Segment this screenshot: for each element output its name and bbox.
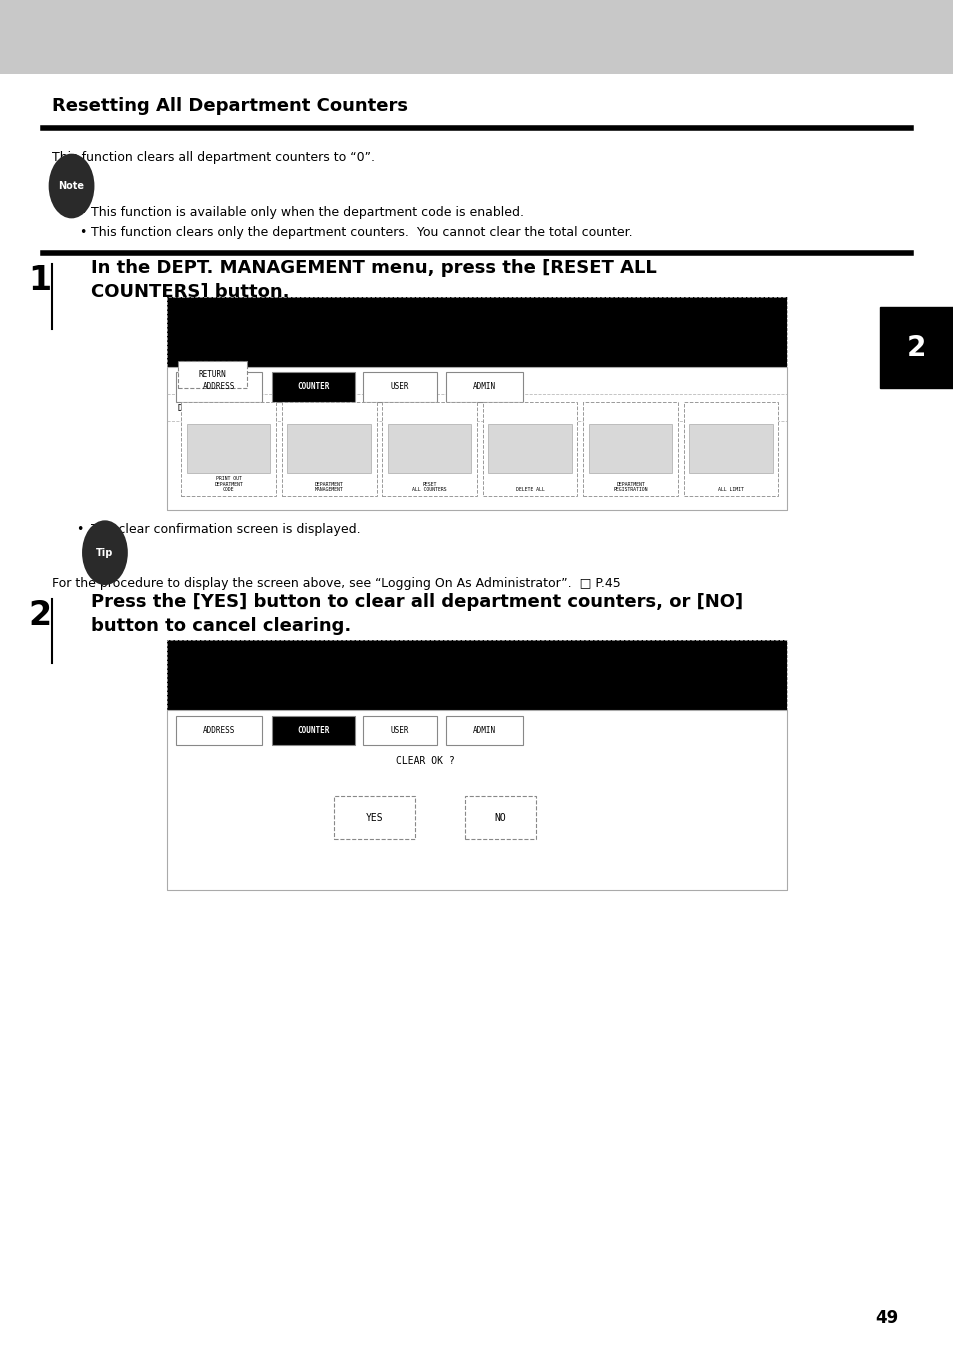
Bar [879, 307, 953, 388]
Text: USER: USER [390, 383, 409, 391]
Bar [362, 372, 436, 402]
Text: •: • [76, 523, 84, 537]
Text: The clear confirmation screen is displayed.: The clear confirmation screen is display… [91, 523, 360, 537]
Bar [464, 797, 536, 840]
Circle shape [82, 520, 128, 585]
Bar [446, 716, 522, 745]
Text: DELETE ALL: DELETE ALL [516, 487, 544, 492]
Text: YES: YES [366, 813, 383, 822]
Bar [488, 425, 571, 473]
Text: For the procedure to display the screen above, see “Logging On As Administrator”: For the procedure to display the screen … [52, 577, 620, 590]
Bar [382, 402, 476, 496]
Text: COUNTER: COUNTER [297, 727, 329, 735]
Bar [187, 425, 270, 473]
Text: RETURN: RETURN [198, 371, 227, 379]
Text: ADMIN: ADMIN [473, 383, 496, 391]
Text: 2: 2 [29, 599, 51, 631]
Text: USER: USER [390, 727, 409, 735]
Bar [582, 402, 678, 496]
Text: PRINT OUT
DEPARTMENT
CODE: PRINT OUT DEPARTMENT CODE [214, 476, 243, 492]
Text: This function is available only when the department code is enabled.: This function is available only when the… [91, 206, 523, 220]
Text: This function clears only the department counters.  You cannot clear the total c: This function clears only the department… [91, 226, 632, 240]
Text: NO: NO [494, 813, 506, 822]
Text: This function clears all department counters to “0”.: This function clears all department coun… [52, 151, 375, 164]
Bar [281, 402, 376, 496]
Bar [482, 402, 577, 496]
Text: DEPARTMENT
MANAGEMENT: DEPARTMENT MANAGEMENT [314, 481, 343, 492]
Bar [167, 297, 786, 367]
Bar [167, 640, 786, 710]
Text: In the DEPT. MANAGEMENT menu, press the [RESET ALL
COUNTERS] button.: In the DEPT. MANAGEMENT menu, press the … [91, 259, 656, 301]
Bar [335, 797, 416, 840]
Text: 49: 49 [875, 1309, 898, 1328]
Bar [588, 425, 672, 473]
Bar [0, 0, 953, 74]
Text: Note: Note [58, 181, 85, 191]
Bar [272, 372, 355, 402]
Bar [178, 361, 247, 388]
Bar [167, 367, 786, 510]
Bar [388, 425, 471, 473]
Bar [287, 425, 371, 473]
Text: 2: 2 [906, 334, 925, 361]
Text: Press the [YES] button to clear all department counters, or [NO]
button to cance: Press the [YES] button to clear all depa… [91, 593, 742, 635]
Text: ADDRESS: ADDRESS [203, 383, 235, 391]
Text: RESET
ALL COUNTERS: RESET ALL COUNTERS [412, 481, 446, 492]
Text: Resetting All Department Counters: Resetting All Department Counters [52, 97, 408, 115]
Circle shape [49, 154, 94, 218]
Bar [176, 372, 262, 402]
Bar [167, 640, 786, 890]
Bar [167, 297, 786, 510]
Bar [272, 716, 355, 745]
Bar [362, 716, 436, 745]
Text: Tip: Tip [96, 547, 113, 558]
Bar [167, 710, 786, 890]
Text: CLEAR OK ?: CLEAR OK ? [396, 756, 455, 766]
Text: COUNTER: COUNTER [297, 383, 329, 391]
Text: •: • [79, 206, 87, 220]
Text: ADMIN: ADMIN [473, 727, 496, 735]
Text: DEPARTMENT
REGISTRATION: DEPARTMENT REGISTRATION [613, 481, 647, 492]
Bar [181, 402, 275, 496]
Text: ALL LIMIT: ALL LIMIT [718, 487, 743, 492]
Text: ADDRESS: ADDRESS [203, 727, 235, 735]
Bar [446, 372, 522, 402]
Text: DEPT.  MANAGEMENT: DEPT. MANAGEMENT [178, 404, 256, 414]
Bar [176, 716, 262, 745]
Bar [683, 402, 778, 496]
Text: •: • [79, 226, 87, 240]
Bar [689, 425, 772, 473]
Text: 1: 1 [29, 264, 51, 297]
